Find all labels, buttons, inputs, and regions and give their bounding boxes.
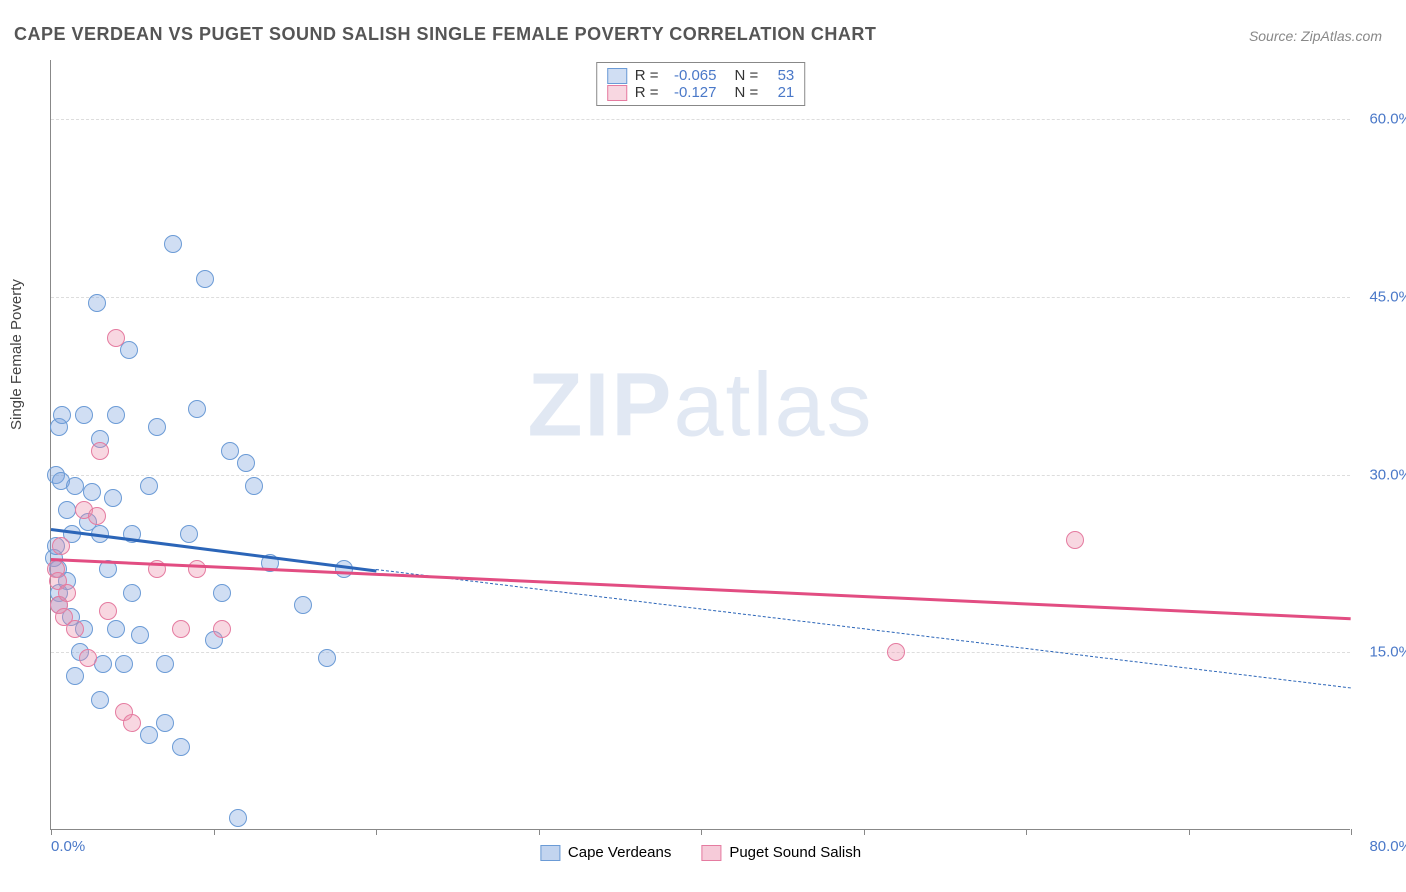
scatter-point <box>221 442 239 460</box>
scatter-point <box>66 667 84 685</box>
scatter-point <box>83 483 101 501</box>
scatter-point <box>294 596 312 614</box>
scatter-point <box>115 655 133 673</box>
scatter-point <box>99 602 117 620</box>
legend-swatch <box>607 68 627 84</box>
y-tick-label: 30.0% <box>1354 466 1406 483</box>
scatter-point <box>1066 531 1084 549</box>
scatter-point <box>318 649 336 667</box>
x-tick <box>51 829 52 835</box>
scatter-point <box>140 477 158 495</box>
y-axis-label: Single Female Poverty <box>8 279 25 430</box>
scatter-point <box>245 477 263 495</box>
scatter-point <box>887 643 905 661</box>
legend-row: R = -0.127 N = 21 <box>607 84 795 101</box>
legend-series: Cape Verdeans Puget Sound Salish <box>540 844 861 861</box>
y-tick-label: 15.0% <box>1354 644 1406 661</box>
source-text: Source: ZipAtlas.com <box>1249 28 1382 44</box>
legend-n-value: 53 <box>766 67 794 84</box>
gridline <box>51 119 1350 120</box>
legend-item: Puget Sound Salish <box>701 844 861 861</box>
x-tick <box>1026 829 1027 835</box>
scatter-point <box>91 442 109 460</box>
gridline <box>51 297 1350 298</box>
scatter-point <box>123 714 141 732</box>
x-tick <box>1351 829 1352 835</box>
scatter-point <box>229 809 247 827</box>
scatter-point <box>140 726 158 744</box>
x-tick <box>1189 829 1190 835</box>
legend-n-label: N = <box>735 84 759 101</box>
scatter-point <box>107 406 125 424</box>
gridline <box>51 652 1350 653</box>
scatter-point <box>79 649 97 667</box>
legend-label: Puget Sound Salish <box>729 844 861 861</box>
scatter-point <box>180 525 198 543</box>
watermark: ZIPatlas <box>527 355 873 458</box>
scatter-point <box>172 620 190 638</box>
scatter-point <box>131 626 149 644</box>
legend-swatch <box>701 845 721 861</box>
legend-swatch <box>607 85 627 101</box>
scatter-point <box>164 235 182 253</box>
x-tick-label-min: 0.0% <box>51 838 85 855</box>
scatter-point <box>156 714 174 732</box>
scatter-point <box>58 584 76 602</box>
x-tick <box>376 829 377 835</box>
legend-row: R = -0.065 N = 53 <box>607 67 795 84</box>
scatter-point <box>88 294 106 312</box>
scatter-point <box>52 537 70 555</box>
scatter-point <box>88 507 106 525</box>
scatter-point <box>66 620 84 638</box>
scatter-point <box>107 329 125 347</box>
legend-n-label: N = <box>735 67 759 84</box>
scatter-point <box>213 620 231 638</box>
scatter-point <box>172 738 190 756</box>
scatter-point <box>237 454 255 472</box>
scatter-point <box>104 489 122 507</box>
legend-r-label: R = <box>635 67 659 84</box>
chart-title: CAPE VERDEAN VS PUGET SOUND SALISH SINGL… <box>14 24 876 45</box>
watermark-zip: ZIP <box>527 356 673 456</box>
scatter-point <box>91 691 109 709</box>
legend-correlation: R = -0.065 N = 53 R = -0.127 N = 21 <box>596 62 806 106</box>
scatter-point <box>188 400 206 418</box>
trend-line <box>51 558 1351 620</box>
scatter-point <box>335 560 353 578</box>
scatter-point <box>188 560 206 578</box>
legend-n-value: 21 <box>766 84 794 101</box>
scatter-point <box>148 418 166 436</box>
watermark-atlas: atlas <box>673 356 873 456</box>
legend-item: Cape Verdeans <box>540 844 671 861</box>
x-tick <box>539 829 540 835</box>
x-tick-label-max: 80.0% <box>1369 838 1406 855</box>
legend-swatch <box>540 845 560 861</box>
trend-line <box>376 569 1351 688</box>
scatter-point <box>107 620 125 638</box>
scatter-point <box>123 584 141 602</box>
scatter-point <box>196 270 214 288</box>
legend-r-label: R = <box>635 84 659 101</box>
scatter-point <box>213 584 231 602</box>
x-tick <box>214 829 215 835</box>
scatter-point <box>156 655 174 673</box>
x-tick <box>701 829 702 835</box>
y-tick-label: 60.0% <box>1354 111 1406 128</box>
scatter-point <box>75 406 93 424</box>
scatter-point <box>53 406 71 424</box>
legend-r-value: -0.127 <box>667 84 717 101</box>
legend-r-value: -0.065 <box>667 67 717 84</box>
x-tick <box>864 829 865 835</box>
legend-label: Cape Verdeans <box>568 844 671 861</box>
plot-area: ZIPatlas R =-0.065N =53R =-0.127N =21 Ca… <box>50 60 1350 830</box>
y-tick-label: 45.0% <box>1354 288 1406 305</box>
gridline <box>51 475 1350 476</box>
